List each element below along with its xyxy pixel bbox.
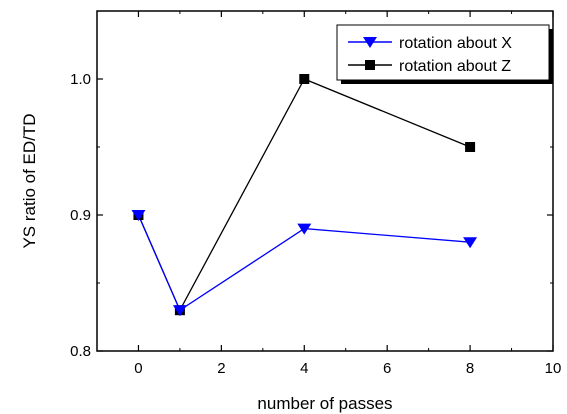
legend-label-x: rotation about X — [399, 35, 512, 52]
legend-marker-x — [363, 37, 377, 48]
series-line-rotation-x — [137, 214, 471, 312]
legend: rotation about X rotation about Z — [336, 24, 553, 84]
x-tick-label: 10 — [545, 360, 562, 377]
x-tick-label: 0 — [134, 360, 142, 377]
y-axis-title: YS ratio of ED/TD — [20, 113, 39, 248]
x-tick-label: 8 — [466, 360, 474, 377]
x-tick-label: 4 — [300, 360, 308, 377]
data-point-rotation-x — [463, 237, 478, 249]
series-lines — [137, 78, 471, 312]
x-tick-label: 6 — [383, 360, 391, 377]
legend-marker-z — [365, 60, 375, 70]
x-axis-title: number of passes — [257, 394, 392, 413]
x-tick-label: 2 — [217, 360, 225, 377]
data-point-rotation-x — [131, 210, 146, 221]
plot-frame — [96, 10, 554, 352]
legend-box — [336, 24, 550, 81]
x-tick-labels: 0 2 4 6 8 10 — [134, 360, 561, 377]
y-tick-label: 0.9 — [70, 207, 91, 224]
data-point-rotation-z — [299, 74, 310, 84]
data-point-rotation-x — [172, 305, 187, 317]
y-tick-label: 1.0 — [70, 71, 91, 88]
y-tick-labels: 0.8 0.9 1.0 — [70, 71, 91, 360]
series-markers — [131, 74, 478, 317]
data-point-rotation-z — [465, 142, 476, 152]
legend-label-z: rotation about Z — [399, 58, 511, 75]
data-point-rotation-x — [297, 223, 312, 235]
series-line-rotation-z — [137, 78, 471, 312]
y-tick-label: 0.8 — [70, 343, 91, 360]
